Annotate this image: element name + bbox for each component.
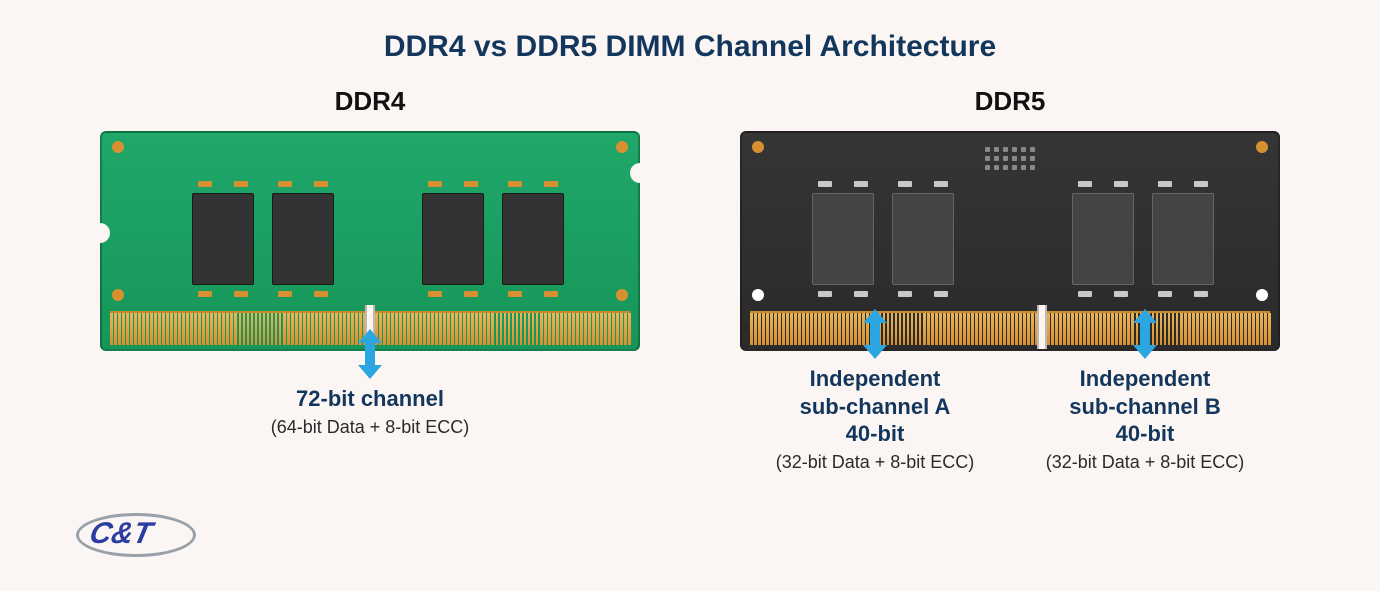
subchannel-b-label: Independent sub-channel B 40-bit [1069, 365, 1221, 448]
screw-hole-icon [616, 141, 628, 153]
solder-pad [428, 291, 442, 297]
solder-pad [278, 291, 292, 297]
solder-pad [464, 181, 478, 187]
memory-chip [422, 193, 484, 285]
memory-chip [272, 193, 334, 285]
ddr4-column: DDR4 72-bit channel (64-bit Data + 8-bit… [90, 86, 650, 473]
channel-arrow-icon [356, 331, 384, 377]
screw-hole-icon [1256, 141, 1268, 153]
solder-pad [934, 181, 948, 187]
solder-pad [234, 181, 248, 187]
solder-pad [898, 181, 912, 187]
comparison-columns: DDR4 72-bit channel (64-bit Data + 8-bit… [0, 86, 1380, 473]
solder-pad [198, 291, 212, 297]
solder-pad [508, 291, 522, 297]
subchannel-a-sub: (32-bit Data + 8-bit ECC) [776, 452, 975, 473]
memory-chip [1152, 193, 1214, 285]
pmic-dots-icon [985, 147, 1035, 170]
solder-pad [934, 291, 948, 297]
solder-pad [544, 291, 558, 297]
screw-hole-icon [112, 141, 124, 153]
solder-pad [898, 291, 912, 297]
contact-pins [750, 311, 1270, 345]
ddr5-subchannel-a: Independent sub-channel A 40-bit (32-bit… [755, 331, 995, 473]
solder-pad [854, 181, 868, 187]
solder-pad [314, 181, 328, 187]
ddr4-channel-label: 72-bit channel [296, 385, 444, 413]
screw-hole-icon [112, 289, 124, 301]
ddr5-subchannels: Independent sub-channel A 40-bit (32-bit… [740, 331, 1280, 473]
side-notch [630, 163, 640, 183]
solder-pad [278, 181, 292, 187]
subchannel-b-sub: (32-bit Data + 8-bit ECC) [1046, 452, 1245, 473]
solder-pad [234, 291, 248, 297]
solder-pad [1078, 291, 1092, 297]
solder-pad [1114, 291, 1128, 297]
channel-arrow-icon [861, 311, 889, 357]
solder-pad [818, 291, 832, 297]
solder-pad [1158, 291, 1172, 297]
brand-logo: C&T [86, 517, 155, 551]
ddr4-channel-sub: (64-bit Data + 8-bit ECC) [271, 417, 470, 438]
screw-hole-icon [616, 289, 628, 301]
ddr4-title: DDR4 [335, 86, 406, 117]
solder-pad [1194, 291, 1208, 297]
memory-chip [502, 193, 564, 285]
memory-chip [892, 193, 954, 285]
screw-hole-icon [1256, 289, 1268, 301]
memory-chip [192, 193, 254, 285]
screw-hole-icon [752, 141, 764, 153]
ddr4-dimm [100, 131, 640, 351]
screw-hole-icon [752, 289, 764, 301]
key-notch [1037, 305, 1047, 349]
solder-pad [508, 181, 522, 187]
solder-pad [1114, 181, 1128, 187]
solder-pad [1194, 181, 1208, 187]
solder-pad [464, 291, 478, 297]
solder-pad [854, 291, 868, 297]
memory-chip [1072, 193, 1134, 285]
ddr5-title: DDR5 [975, 86, 1046, 117]
memory-chip [812, 193, 874, 285]
solder-pad [314, 291, 328, 297]
solder-pad [198, 181, 212, 187]
ddr5-subchannel-b: Independent sub-channel B 40-bit (32-bit… [1025, 331, 1265, 473]
channel-arrow-icon [1131, 311, 1159, 357]
ddr5-column: DDR5 Independent sub-ch [730, 86, 1290, 473]
subchannel-a-label: Independent sub-channel A 40-bit [800, 365, 951, 448]
side-notch [100, 223, 110, 243]
solder-pad [818, 181, 832, 187]
solder-pad [428, 181, 442, 187]
solder-pad [1078, 181, 1092, 187]
ddr5-dimm [740, 131, 1280, 351]
solder-pad [1158, 181, 1172, 187]
solder-pad [544, 181, 558, 187]
page-title: DDR4 vs DDR5 DIMM Channel Architecture [0, 0, 1380, 64]
